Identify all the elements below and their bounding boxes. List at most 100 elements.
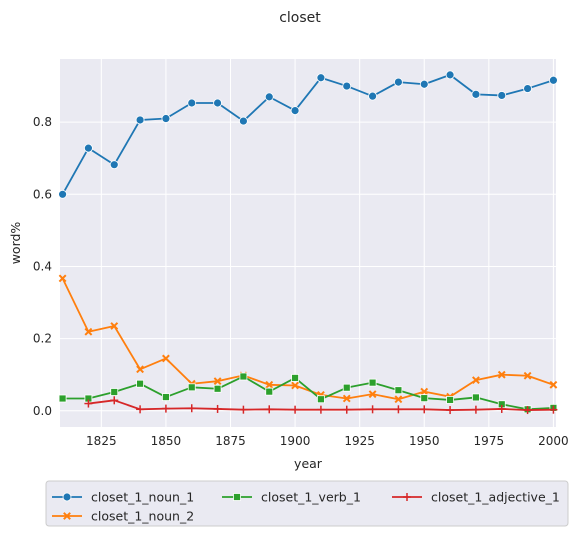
data-point	[497, 91, 507, 100]
data-point	[162, 393, 170, 401]
x-tick-label: 1975	[474, 434, 505, 448]
data-point	[239, 372, 248, 381]
marker-stroke	[162, 354, 170, 363]
data-point	[162, 354, 170, 363]
legend-item: closet_1_adjective_1	[392, 490, 560, 505]
data-point	[523, 371, 532, 380]
data-point	[368, 91, 377, 101]
data-point	[109, 160, 119, 170]
data-point	[187, 383, 196, 392]
marker-stroke	[549, 380, 558, 389]
marker-stroke	[394, 395, 403, 404]
data-point	[84, 143, 93, 153]
data-point	[213, 377, 222, 386]
marker-stroke	[523, 371, 532, 380]
grid	[60, 59, 556, 427]
data-point	[291, 381, 299, 390]
data-point	[368, 405, 377, 414]
data-point	[58, 394, 67, 403]
data-point	[445, 70, 455, 80]
legend: closet_1_noun_1 closet_1_noun_2 closet_1_v…	[45, 480, 569, 527]
data-point	[394, 77, 403, 87]
data-point	[265, 387, 274, 396]
data-point	[523, 406, 532, 415]
data-point	[549, 75, 558, 85]
marker-stroke	[63, 512, 71, 520]
data-point	[549, 380, 558, 389]
marker-stroke	[420, 387, 429, 396]
series-layer	[58, 70, 558, 415]
data-point	[110, 388, 119, 396]
data-point	[523, 84, 532, 93]
data-point	[58, 274, 67, 283]
data-point	[187, 404, 196, 413]
series-line	[62, 375, 554, 411]
x-tick-label: 1900	[280, 434, 311, 448]
data-point	[136, 379, 144, 388]
marker-stroke	[58, 274, 67, 283]
data-point	[264, 92, 274, 102]
y-tick-label: 0.0	[33, 404, 52, 418]
plot-area	[60, 59, 556, 427]
legend-label: closet_1_verb_1	[261, 490, 361, 505]
x-tick-label: 2000	[538, 434, 569, 448]
data-point	[368, 390, 377, 399]
legend-marker	[403, 493, 411, 501]
data-point	[265, 380, 274, 389]
data-point	[58, 189, 67, 199]
marker-stroke	[136, 365, 144, 374]
marker-stroke	[497, 370, 506, 379]
y-tick-label: 0.4	[33, 259, 52, 273]
data-point	[471, 89, 481, 99]
data-point	[136, 365, 144, 374]
x-tick-label: 1850	[151, 434, 182, 448]
data-point	[84, 327, 93, 336]
legend-item: closet_1_verb_1	[222, 490, 361, 505]
legend-box	[45, 480, 569, 527]
data-point	[368, 378, 377, 387]
legend-item: closet_1_noun_2	[52, 509, 194, 524]
data-point	[291, 374, 299, 382]
series-closet_1_noun_1	[58, 70, 558, 199]
marker-stroke	[265, 380, 274, 389]
data-point	[472, 376, 480, 385]
data-point	[110, 322, 119, 330]
data-point	[497, 370, 506, 379]
marker-stroke	[342, 394, 351, 403]
series-line	[61, 277, 554, 401]
data-point	[213, 384, 222, 393]
legend-label: closet_1_noun_2	[91, 509, 194, 524]
data-point	[342, 394, 351, 403]
data-point	[446, 396, 454, 404]
data-point	[161, 114, 171, 123]
marker-stroke	[84, 327, 93, 336]
data-point	[135, 115, 145, 125]
data-point	[239, 116, 248, 126]
legend-item: closet_1_noun_1	[52, 490, 194, 505]
data-point	[317, 395, 325, 404]
x-tick-label: 1925	[344, 434, 375, 448]
legend-marker	[63, 512, 71, 520]
data-point	[136, 405, 145, 414]
chart-title: closet	[279, 10, 321, 26]
data-point	[446, 406, 455, 415]
data-point	[342, 81, 352, 91]
legend-marker	[233, 493, 241, 501]
x-tick-label: 1875	[215, 434, 246, 448]
data-point	[290, 106, 300, 115]
data-point	[84, 399, 93, 408]
data-point	[420, 405, 429, 414]
marker-stroke	[368, 390, 377, 399]
axes-layer: 1825 1850 1875 1900 1925 1950 1975 2000 0.0 0.2 0.…	[33, 115, 569, 448]
data-point	[265, 405, 274, 414]
series-closet_1_adjective_1	[84, 396, 558, 415]
x-axis-label: year	[294, 456, 323, 471]
data-point	[419, 79, 429, 89]
series-closet_1_noun_2	[58, 274, 558, 404]
data-point	[394, 386, 403, 395]
data-point	[394, 405, 403, 414]
legend-marker	[62, 492, 72, 502]
x-tick-label: 1825	[86, 434, 117, 448]
marker-stroke	[213, 377, 222, 386]
